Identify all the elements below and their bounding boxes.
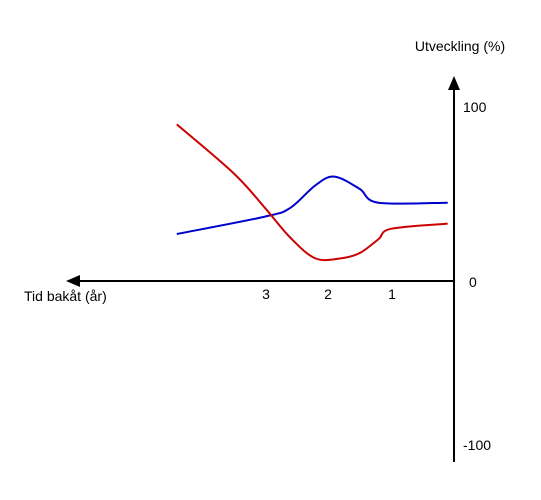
x-axis-label: Tid bakåt (år)	[24, 288, 107, 304]
y-tick-0: 0	[469, 274, 477, 290]
x-axis-arrow	[66, 275, 80, 287]
x-tick-1: 1	[388, 286, 396, 302]
series-line-1	[176, 175, 448, 236]
x-tick-2: 2	[324, 286, 332, 302]
y-axis-label: Utveckling (%)	[415, 38, 505, 54]
y-tick-minus-100: -100	[463, 437, 491, 453]
y-axis-arrow	[448, 76, 460, 90]
x-tick-3: 3	[262, 286, 270, 302]
series-line-2	[176, 123, 448, 262]
y-tick-100: 100	[463, 99, 487, 115]
series-layer	[176, 123, 448, 262]
